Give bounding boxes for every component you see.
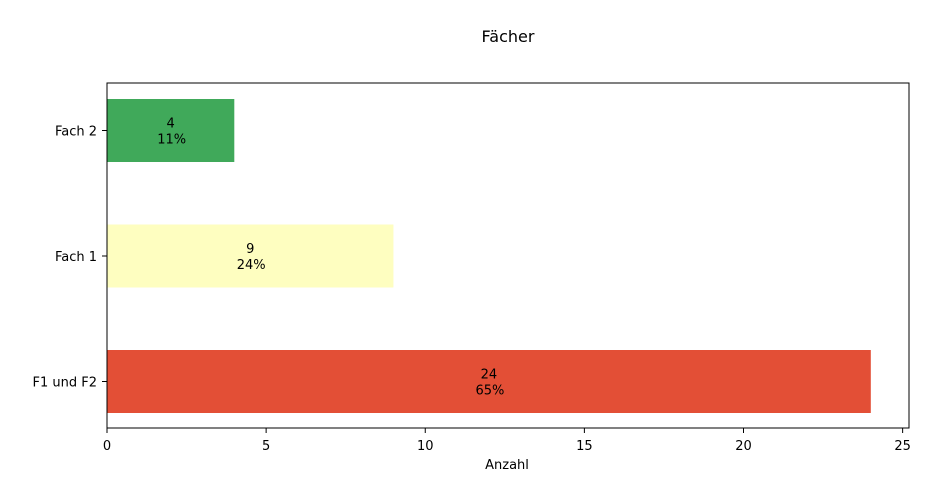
x-tick-label-0: 0	[103, 439, 111, 454]
value-label-fach-2: 4	[167, 117, 175, 132]
y-axis: F1 und F2 Fach 1 Fach 2	[33, 125, 107, 391]
y-tick-label-f1-und-f2: F1 und F2	[33, 376, 98, 391]
chart-title: Fächer	[482, 27, 535, 46]
x-tick-label-20: 20	[735, 439, 752, 454]
x-tick-label-5: 5	[262, 439, 270, 454]
y-tick-label-fach-1: Fach 1	[55, 250, 97, 265]
value-label-f1-und-f2: 24	[481, 368, 498, 383]
percent-label-fach-1: 24%	[237, 258, 266, 273]
x-tick-label-25: 25	[894, 439, 911, 454]
x-tick-label-15: 15	[576, 439, 593, 454]
percent-label-fach-2: 11%	[157, 133, 186, 148]
bar-fach-1	[107, 224, 394, 288]
x-axis: 0 5 10 15 20 25	[103, 428, 911, 454]
x-tick-label-10: 10	[417, 439, 434, 454]
percent-label-f1-und-f2: 65%	[475, 384, 504, 399]
x-axis-label: Anzahl	[485, 458, 529, 473]
bars-group	[107, 99, 871, 413]
bar-fach-2	[107, 99, 235, 162]
value-label-fach-1: 9	[246, 242, 254, 257]
bar-f1-und-f2	[107, 350, 871, 413]
y-tick-label-fach-2: Fach 2	[55, 125, 97, 140]
